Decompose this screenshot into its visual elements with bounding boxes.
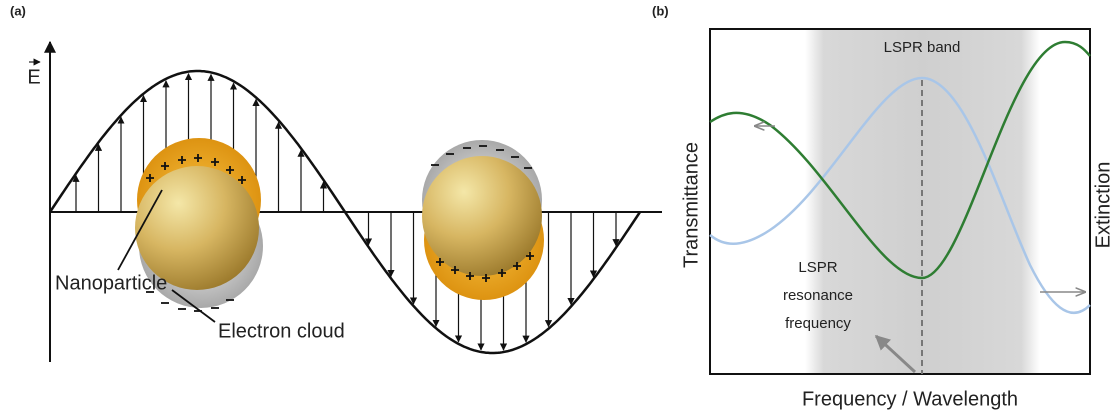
figure: (a) E Nanoparticle Electron cloud (b) LS…	[0, 0, 1115, 416]
resonance-label: resonance	[783, 287, 853, 304]
panel-label: (b)	[652, 3, 669, 18]
particle	[422, 140, 544, 300]
y-axis-label: Transmittance	[680, 142, 702, 268]
x-axis-label: Frequency / Wavelength	[802, 388, 1018, 410]
resonance-label: frequency	[785, 315, 851, 332]
nanoparticle-label: Nanoparticle	[55, 272, 167, 294]
electron-cloud-label: Electron cloud	[218, 320, 345, 342]
resonance-label: LSPR	[798, 259, 837, 276]
page: (a) E Nanoparticle Electron cloud (b) LS…	[0, 0, 1115, 416]
panel-label: (a)	[10, 3, 26, 18]
y2-axis-label: Extinction	[1092, 162, 1114, 249]
band-label: LSPR band	[884, 39, 961, 56]
field-label: E	[27, 66, 40, 88]
